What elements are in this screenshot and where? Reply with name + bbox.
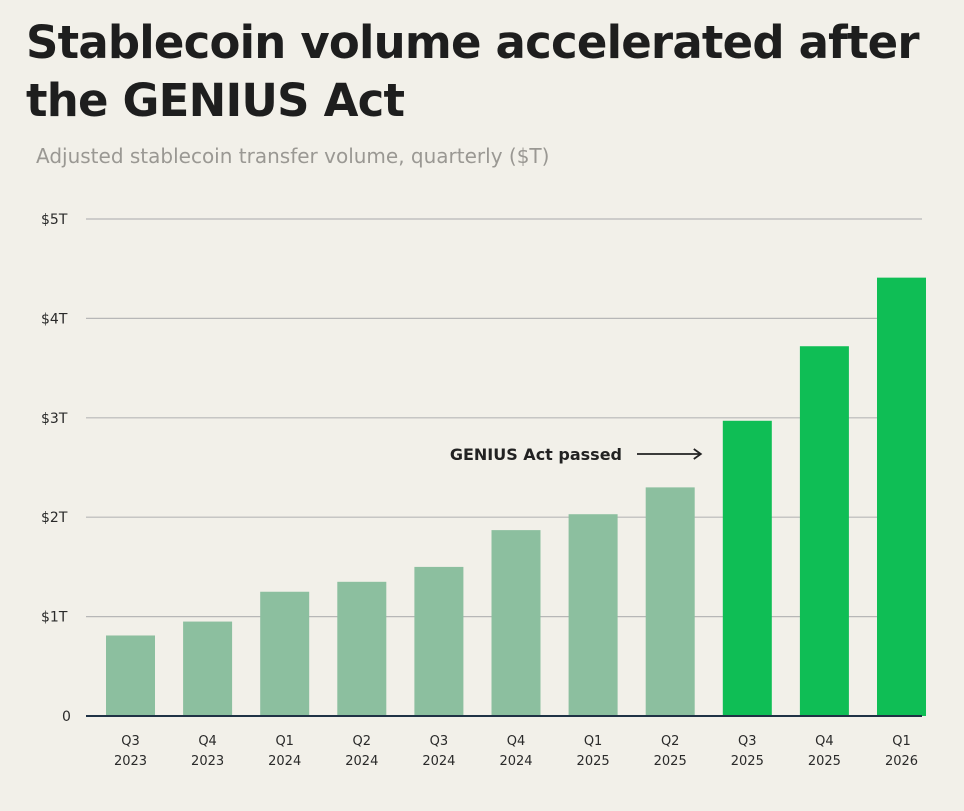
- y-tick-label: $4T: [41, 311, 68, 327]
- bar: [414, 566, 464, 716]
- x-tick-quarter: Q4: [815, 734, 834, 749]
- x-tick-label: Q3 2025: [731, 734, 764, 769]
- x-tick-label: Q3 2023: [114, 734, 147, 769]
- x-tick-label: Q2 2025: [654, 734, 687, 769]
- annotation-arrowhead: [693, 448, 703, 460]
- x-tick-quarter: Q4: [507, 734, 526, 749]
- chart-subtitle: Adjusted stablecoin transfer volume, qua…: [36, 144, 550, 168]
- x-tick-label: Q2 2024: [345, 734, 378, 769]
- bar: [877, 277, 926, 716]
- x-tick-label: Q3 2024: [422, 734, 455, 769]
- x-tick-quarter: Q1: [584, 734, 603, 749]
- bar: [722, 420, 772, 716]
- x-tick-label: Q1 2024: [268, 734, 301, 769]
- x-tick-quarter: Q2: [353, 734, 372, 749]
- x-tick-quarter: Q3: [121, 734, 140, 749]
- x-tick-year: 2024: [345, 754, 378, 769]
- x-tick-year: 2025: [654, 754, 687, 769]
- x-tick-year: 2024: [499, 754, 532, 769]
- bar: [491, 530, 541, 716]
- x-tick-quarter: Q3: [738, 734, 757, 749]
- y-tick-label: $1T: [41, 610, 68, 626]
- bars: [106, 277, 926, 716]
- x-tick-label: Q4 2025: [808, 734, 841, 769]
- x-tick-quarter: Q2: [661, 734, 680, 749]
- labels: 0 $1T $2T $3T $4T $5T Q3 2023 Q4 2023 Q1 2024 Q2 2024…: [41, 212, 918, 769]
- bar: [645, 487, 695, 716]
- x-tick-year: 2023: [114, 754, 147, 769]
- title-line-1: Stablecoin volume accelerated after: [26, 16, 920, 69]
- gridlines: [86, 218, 922, 618]
- bar: [799, 346, 849, 716]
- x-tick-year: 2025: [577, 754, 610, 769]
- x-tick-quarter: Q4: [198, 734, 217, 749]
- bar: [568, 514, 618, 716]
- x-tick-label: Q4 2023: [191, 734, 224, 769]
- x-tick-quarter: Q3: [430, 734, 449, 749]
- x-tick-label: Q4 2024: [499, 734, 532, 769]
- y-tick-label: $5T: [41, 212, 68, 228]
- x-tick-year: 2024: [422, 754, 455, 769]
- x-tick-year: 2023: [191, 754, 224, 769]
- x-tick-label: Q1 2026: [885, 734, 918, 769]
- bar: [260, 591, 310, 716]
- bar: [106, 635, 155, 716]
- bar: [183, 621, 233, 716]
- title-line-2: the GENIUS Act: [26, 74, 405, 127]
- y-tick-label: $2T: [41, 510, 68, 526]
- bar: [337, 581, 387, 716]
- x-tick-label: Q1 2025: [577, 734, 610, 769]
- annotation-text: GENIUS Act passed: [450, 445, 622, 464]
- chart-title: Stablecoin volume accelerated after the …: [26, 14, 946, 130]
- x-tick-year: 2026: [885, 754, 918, 769]
- x-tick-year: 2025: [808, 754, 841, 769]
- y-tick-label: 0: [62, 709, 71, 725]
- x-tick-year: 2025: [731, 754, 764, 769]
- y-tick-label: $3T: [41, 411, 68, 427]
- x-tick-quarter: Q1: [275, 734, 294, 749]
- x-tick-year: 2024: [268, 754, 301, 769]
- x-tick-quarter: Q1: [892, 734, 911, 749]
